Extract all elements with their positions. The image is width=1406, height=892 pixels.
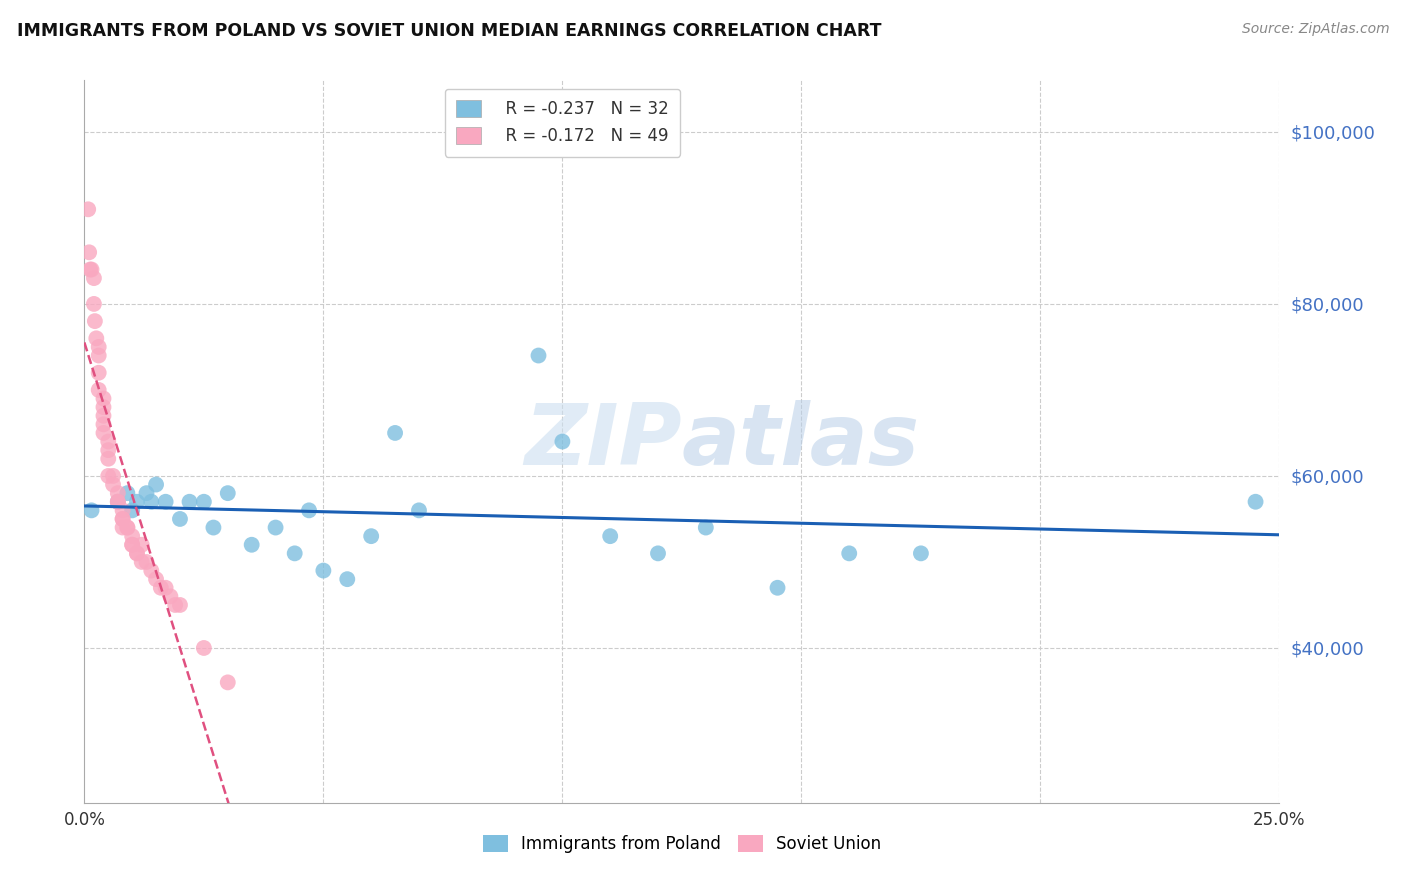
Point [217, 486, 239, 500]
Point [647, 546, 669, 560]
Point [141, 494, 163, 508]
Point [93, 425, 115, 440]
Point [117, 486, 139, 500]
Point [86, 331, 108, 345]
Point [97, 434, 120, 449]
Point [87, 383, 110, 397]
Point [101, 469, 124, 483]
Point [87, 340, 110, 354]
Point [145, 477, 167, 491]
Point [93, 417, 115, 432]
Point [217, 675, 239, 690]
Point [384, 425, 406, 440]
Point [264, 520, 287, 534]
Point [360, 529, 382, 543]
Point [125, 494, 148, 508]
Point [145, 572, 167, 586]
Point [131, 538, 153, 552]
Point [107, 494, 129, 508]
Point [298, 503, 321, 517]
Point [284, 546, 307, 560]
Point [121, 529, 143, 543]
Point [599, 529, 621, 543]
Point [1244, 494, 1267, 508]
Point [125, 546, 148, 560]
Point [838, 546, 860, 560]
Point [77, 245, 100, 260]
Point [408, 503, 430, 517]
Point [240, 538, 263, 552]
Point [80, 503, 103, 517]
Point [83, 271, 105, 285]
Point [141, 564, 163, 578]
Point [202, 520, 225, 534]
Point [97, 451, 120, 466]
Point [87, 349, 110, 363]
Point [80, 262, 103, 277]
Point [551, 434, 574, 449]
Legend: Immigrants from Poland, Soviet Union: Immigrants from Poland, Soviet Union [477, 828, 887, 860]
Point [121, 503, 143, 517]
Point [766, 581, 789, 595]
Text: ZIP: ZIP [524, 400, 682, 483]
Point [193, 494, 215, 508]
Point [121, 538, 143, 552]
Point [149, 581, 172, 595]
Point [93, 392, 115, 406]
Point [77, 202, 100, 217]
Point [312, 564, 335, 578]
Point [93, 409, 115, 423]
Point [131, 555, 153, 569]
Point [117, 520, 139, 534]
Point [135, 486, 157, 500]
Point [93, 400, 115, 414]
Point [111, 512, 134, 526]
Point [97, 469, 120, 483]
Point [111, 503, 134, 517]
Point [111, 520, 134, 534]
Point [121, 538, 143, 552]
Text: atlas: atlas [682, 400, 920, 483]
Point [117, 520, 139, 534]
Point [695, 520, 717, 534]
Point [83, 314, 105, 328]
Point [79, 262, 101, 277]
Point [107, 494, 129, 508]
Point [135, 555, 157, 569]
Point [169, 512, 191, 526]
Point [87, 366, 110, 380]
Text: Source: ZipAtlas.com: Source: ZipAtlas.com [1241, 22, 1389, 37]
Point [125, 546, 148, 560]
Point [155, 494, 177, 508]
Point [527, 349, 550, 363]
Point [97, 443, 120, 458]
Point [165, 598, 187, 612]
Point [107, 494, 129, 508]
Text: IMMIGRANTS FROM POLAND VS SOVIET UNION MEDIAN EARNINGS CORRELATION CHART: IMMIGRANTS FROM POLAND VS SOVIET UNION M… [17, 22, 882, 40]
Point [111, 512, 134, 526]
Point [107, 486, 129, 500]
Point [193, 640, 215, 655]
Point [155, 581, 177, 595]
Point [336, 572, 359, 586]
Point [169, 598, 191, 612]
Point [159, 590, 181, 604]
Point [83, 297, 105, 311]
Point [101, 477, 124, 491]
Point [179, 494, 201, 508]
Point [910, 546, 932, 560]
